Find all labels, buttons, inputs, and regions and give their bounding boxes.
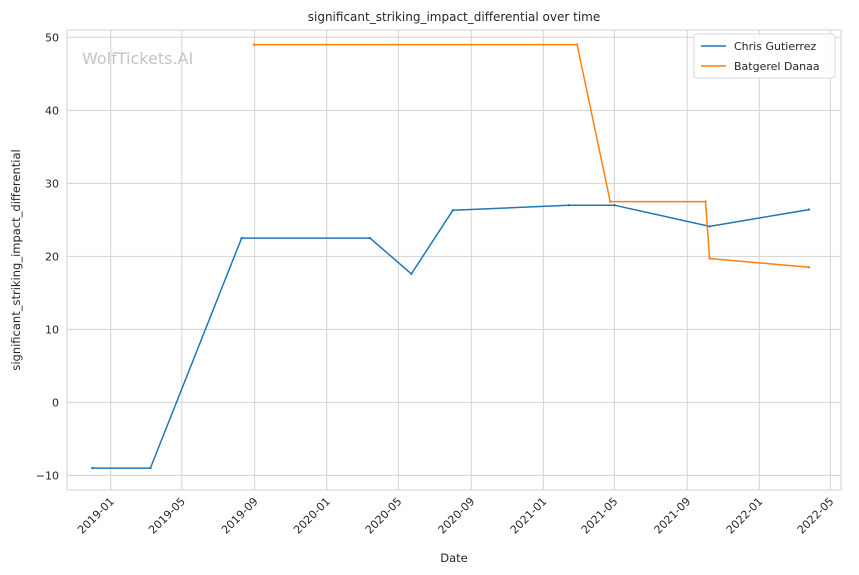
series-layer bbox=[91, 43, 811, 470]
x-tick-label: 2021-05 bbox=[579, 495, 621, 537]
legend: Chris Gutierrez Batgerel Danaa bbox=[693, 33, 836, 79]
x-axis-label: Date bbox=[440, 551, 468, 565]
data-point-chris-gutierrez bbox=[410, 272, 413, 276]
y-tick-label: 50 bbox=[45, 31, 59, 44]
data-point-chris-gutierrez bbox=[708, 225, 711, 228]
x-tick-label: 2019-05 bbox=[146, 495, 188, 537]
data-point-chris-gutierrez bbox=[807, 208, 811, 211]
x-tick-label: 2020-09 bbox=[436, 495, 478, 537]
x-tick-label: 2019-09 bbox=[219, 495, 261, 537]
x-tick-label: 2021-01 bbox=[508, 495, 550, 537]
data-point-chris-gutierrez bbox=[567, 204, 570, 207]
plot-area bbox=[67, 30, 841, 490]
data-point-chris-gutierrez bbox=[613, 204, 616, 207]
data-point-chris-gutierrez bbox=[149, 466, 152, 470]
y-tick-labels: −10 0 10 20 30 40 50 bbox=[36, 31, 59, 482]
x-tick-label: 2019-01 bbox=[75, 495, 117, 537]
y-tick-label: 30 bbox=[45, 177, 59, 190]
data-point-batgerel-danaa bbox=[575, 43, 579, 46]
y-axis-label: significant_striking_impact_differential bbox=[9, 149, 23, 370]
data-point-batgerel-danaa bbox=[252, 43, 256, 46]
x-tick-label: 2020-05 bbox=[363, 495, 405, 537]
data-point-chris-gutierrez bbox=[451, 209, 454, 212]
legend-box bbox=[693, 33, 836, 79]
y-tick-label: 40 bbox=[45, 104, 59, 117]
x-tick-labels: 2019-01 2019-05 2019-09 2020-01 2020-05 2020-… bbox=[75, 495, 836, 537]
y-tick-label: 0 bbox=[52, 396, 59, 409]
series-line-chris-gutierrez bbox=[92, 204, 810, 469]
data-point-batgerel-danaa bbox=[807, 266, 811, 269]
legend-label-chris-gutierrez: Chris Gutierrez bbox=[734, 40, 816, 53]
x-tick-label: 2020-01 bbox=[291, 495, 333, 537]
x-tick-label: 2022-01 bbox=[724, 495, 766, 537]
data-point-batgerel-danaa bbox=[704, 200, 707, 203]
data-point-batgerel-danaa bbox=[708, 257, 711, 260]
y-tick-label: 20 bbox=[45, 250, 59, 263]
y-tick-label: −10 bbox=[36, 469, 59, 482]
series-line-batgerel-danaa bbox=[254, 43, 810, 269]
plot-frame bbox=[66, 29, 842, 491]
watermark: WolfTickets.AI bbox=[82, 49, 193, 68]
data-point-batgerel-danaa bbox=[609, 200, 612, 203]
x-tick-label: 2021-09 bbox=[652, 495, 694, 537]
grid bbox=[67, 30, 841, 490]
data-point-chris-gutierrez bbox=[91, 466, 94, 470]
legend-label-batgerel-danaa: Batgerel Danaa bbox=[734, 60, 820, 73]
x-tick-label: 2022-05 bbox=[795, 495, 837, 537]
y-tick-label: 10 bbox=[45, 323, 59, 336]
data-point-chris-gutierrez bbox=[240, 236, 243, 240]
chart-title: significant_striking_impact_differential… bbox=[308, 10, 600, 24]
data-point-chris-gutierrez bbox=[368, 236, 372, 240]
